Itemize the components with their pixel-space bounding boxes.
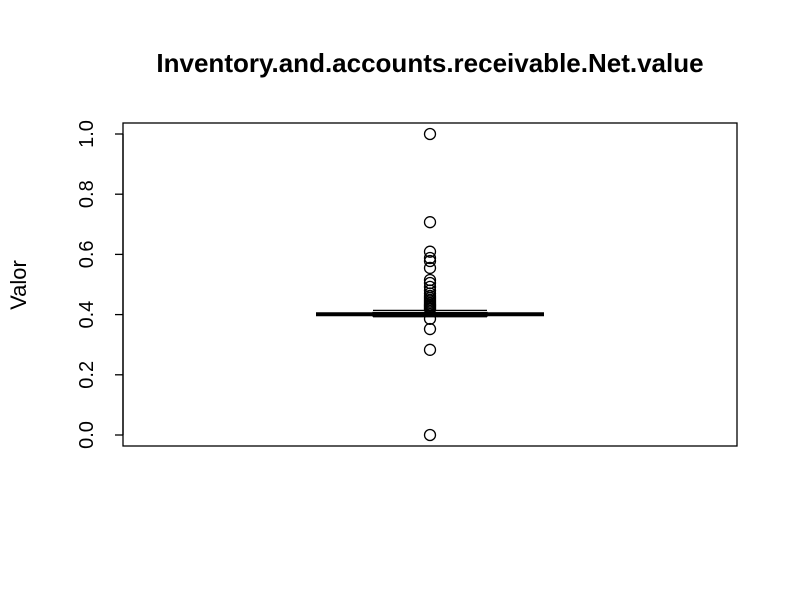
y-tick-label: 0.8	[76, 180, 98, 208]
y-tick-label: 1.0	[76, 120, 98, 148]
outlier-point	[423, 261, 437, 275]
y-axis-label: Valor	[6, 260, 31, 310]
chart-title: Inventory.and.accounts.receivable.Net.va…	[156, 48, 703, 78]
y-tick-label: 0.0	[76, 421, 98, 449]
outlier-point	[423, 127, 437, 141]
outlier-point	[423, 251, 437, 265]
y-tick-label: 0.6	[76, 240, 98, 268]
outlier-point	[423, 343, 437, 356]
outlier-point	[423, 312, 437, 325]
outlier-point	[423, 303, 437, 316]
outlier-point	[423, 428, 437, 442]
y-axis-ticks: 0.0 0.2 0.4 0.6 0.8 1.0	[76, 120, 123, 449]
y-tick-label: 0.4	[76, 301, 98, 329]
y-tick-label: 0.2	[76, 361, 98, 389]
outlier-point	[423, 245, 437, 258]
outlier-point	[423, 216, 437, 229]
outlier-point	[423, 254, 437, 268]
outliers	[423, 127, 437, 442]
outlier-point	[423, 322, 437, 336]
